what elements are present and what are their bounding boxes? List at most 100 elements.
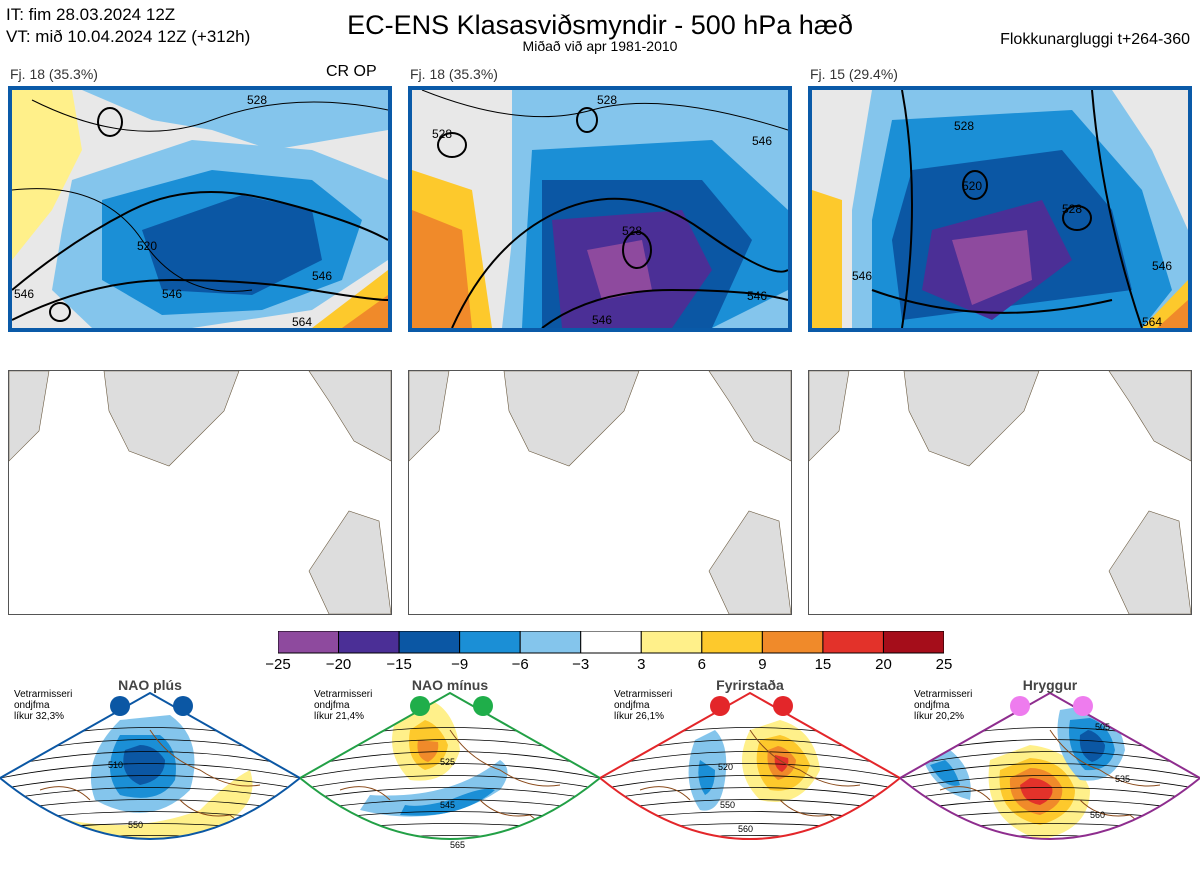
contour-label: 546 [14,287,34,301]
regime-note-line: líkur 32,3% [14,711,65,722]
anomaly-shading [1079,730,1105,762]
regime-note-line: líkur 26,1% [614,711,665,722]
cluster-map-1: 520 528 546 546 546 564 [8,86,392,332]
header-info: IT: fim 28.03.2024 12Z VT: mið 10.04.202… [6,4,250,48]
classification-window: Flokkunargluggi t+264-360 [1000,31,1190,48]
regime-dot [1010,696,1030,716]
valid-time: VT: mið 10.04.2024 12Z (+312h) [6,27,251,46]
regime-dot [710,696,730,716]
anomaly-shading [123,745,165,785]
cluster-map-2: 528 528 528 546 546 546 [408,86,792,332]
regime-note-line: líkur 21,4% [314,711,365,722]
colorbar-tick-label: −25 [265,656,291,673]
anomaly-shading [930,760,960,786]
regime-title: NAO mínus [411,677,489,693]
regime-note-line: Vetrarmisseri [614,689,673,700]
contour-label: 525 [440,757,455,767]
contour-label: 546 [592,313,612,327]
height-contour [600,751,900,768]
anomaly-shading [1020,778,1053,805]
regime-fan-map: 510 550 [0,691,300,840]
contour-label: 520 [962,179,982,193]
regime-note-line: ondjfma [914,700,950,711]
regime-note-line: ondjfma [14,700,50,711]
cluster-map-3: 520 528 528 546 546 564 [808,86,1192,332]
colorbar-segment [882,631,944,654]
colorbar-segment [580,631,642,654]
colorbar-tick-label: −3 [572,656,590,673]
height-contour [300,787,600,801]
regime-note: Vetrarmisseri ondjfma líkur 26,1% [614,689,672,722]
height-contour [900,775,1200,790]
empty-map-2 [408,370,792,615]
colorbar-tick-label: 6 [697,656,706,673]
regime-note-line: ondjfma [314,700,350,711]
height-contour [0,775,300,790]
colorbar-tick-label: −6 [511,656,529,673]
empty-map-1 [8,370,392,615]
empty-map-3 [808,370,1192,615]
height-contour [900,835,1200,839]
fan-frame [300,691,600,840]
cluster-map-3-field: 520 528 528 546 546 564 [812,90,1188,328]
colorbar-segment [278,631,340,654]
contour-label: 546 [752,134,772,148]
colorbar [278,631,944,654]
contour-label: 528 [622,224,642,238]
contour-label: 528 [597,93,617,107]
empty-map-3-land [809,371,1191,614]
contour-label: 528 [954,119,974,133]
empty-map-1-land [9,371,391,614]
contour-label: 546 [312,269,332,283]
fan-frame [900,691,1200,840]
anomaly-shading [400,788,495,816]
height-contour [300,835,600,839]
height-contour [0,835,300,839]
contour-label: 565 [450,840,465,850]
panel-1-tag: CR OP [326,63,377,80]
contour-label: 528 [247,93,267,107]
height-contour [0,751,300,768]
regime-note: Vetrarmisseri ondjfma líkur 21,4% [314,689,372,722]
contour-label: 528 [432,127,452,141]
height-contour [300,751,600,768]
colorbar-segment [519,631,582,654]
colorbar-segment [459,631,521,654]
height-contour [600,775,900,790]
contour-label: 546 [852,269,872,283]
contour-label: 560 [1090,810,1105,820]
contour-label: 546 [1152,259,1172,273]
regime-note: Vetrarmisseri ondjfma líkur 20,2% [914,689,972,722]
contour-label: 550 [720,800,735,810]
regime-note-line: Vetrarmisseri [914,689,973,700]
contour-label: 520 [718,762,733,772]
panel-1-label: Fj. 18 (35.3%) [10,66,98,82]
colorbar-segment [640,631,703,654]
initial-time: IT: fim 28.03.2024 12Z [6,5,176,24]
regime-fan-map: 505 535 560 [900,691,1200,840]
fan-frame [0,691,300,840]
contour-label: 546 [162,287,182,301]
colorbar-tick-label: 9 [758,656,767,673]
colorbar-tick-label: 20 [875,656,892,673]
cluster-map-1-field: 520 528 546 546 546 564 [12,90,388,328]
height-contour [300,775,600,790]
regime-title: NAO plús [118,677,182,693]
contour-label: 545 [440,800,455,810]
height-contour [900,751,1200,768]
contour-label: 550 [128,820,143,830]
colorbar-segment [761,631,824,654]
colorbar-segment [338,631,400,654]
regime-dot [773,696,793,716]
empty-map-2-land [409,371,791,614]
regime-note-line: Vetrarmisseri [314,689,373,700]
height-contour [600,835,900,839]
height-contour [300,763,600,779]
regime-note-line: Vetrarmisseri [14,689,73,700]
height-contour [0,787,300,801]
colorbar-tick-label: 15 [814,656,832,673]
colorbar-tick-label: −20 [325,656,352,673]
colorbar-tick-label: 25 [935,656,953,673]
cluster-map-2-field: 528 528 528 546 546 546 [412,90,788,328]
fan-frame [600,691,900,840]
